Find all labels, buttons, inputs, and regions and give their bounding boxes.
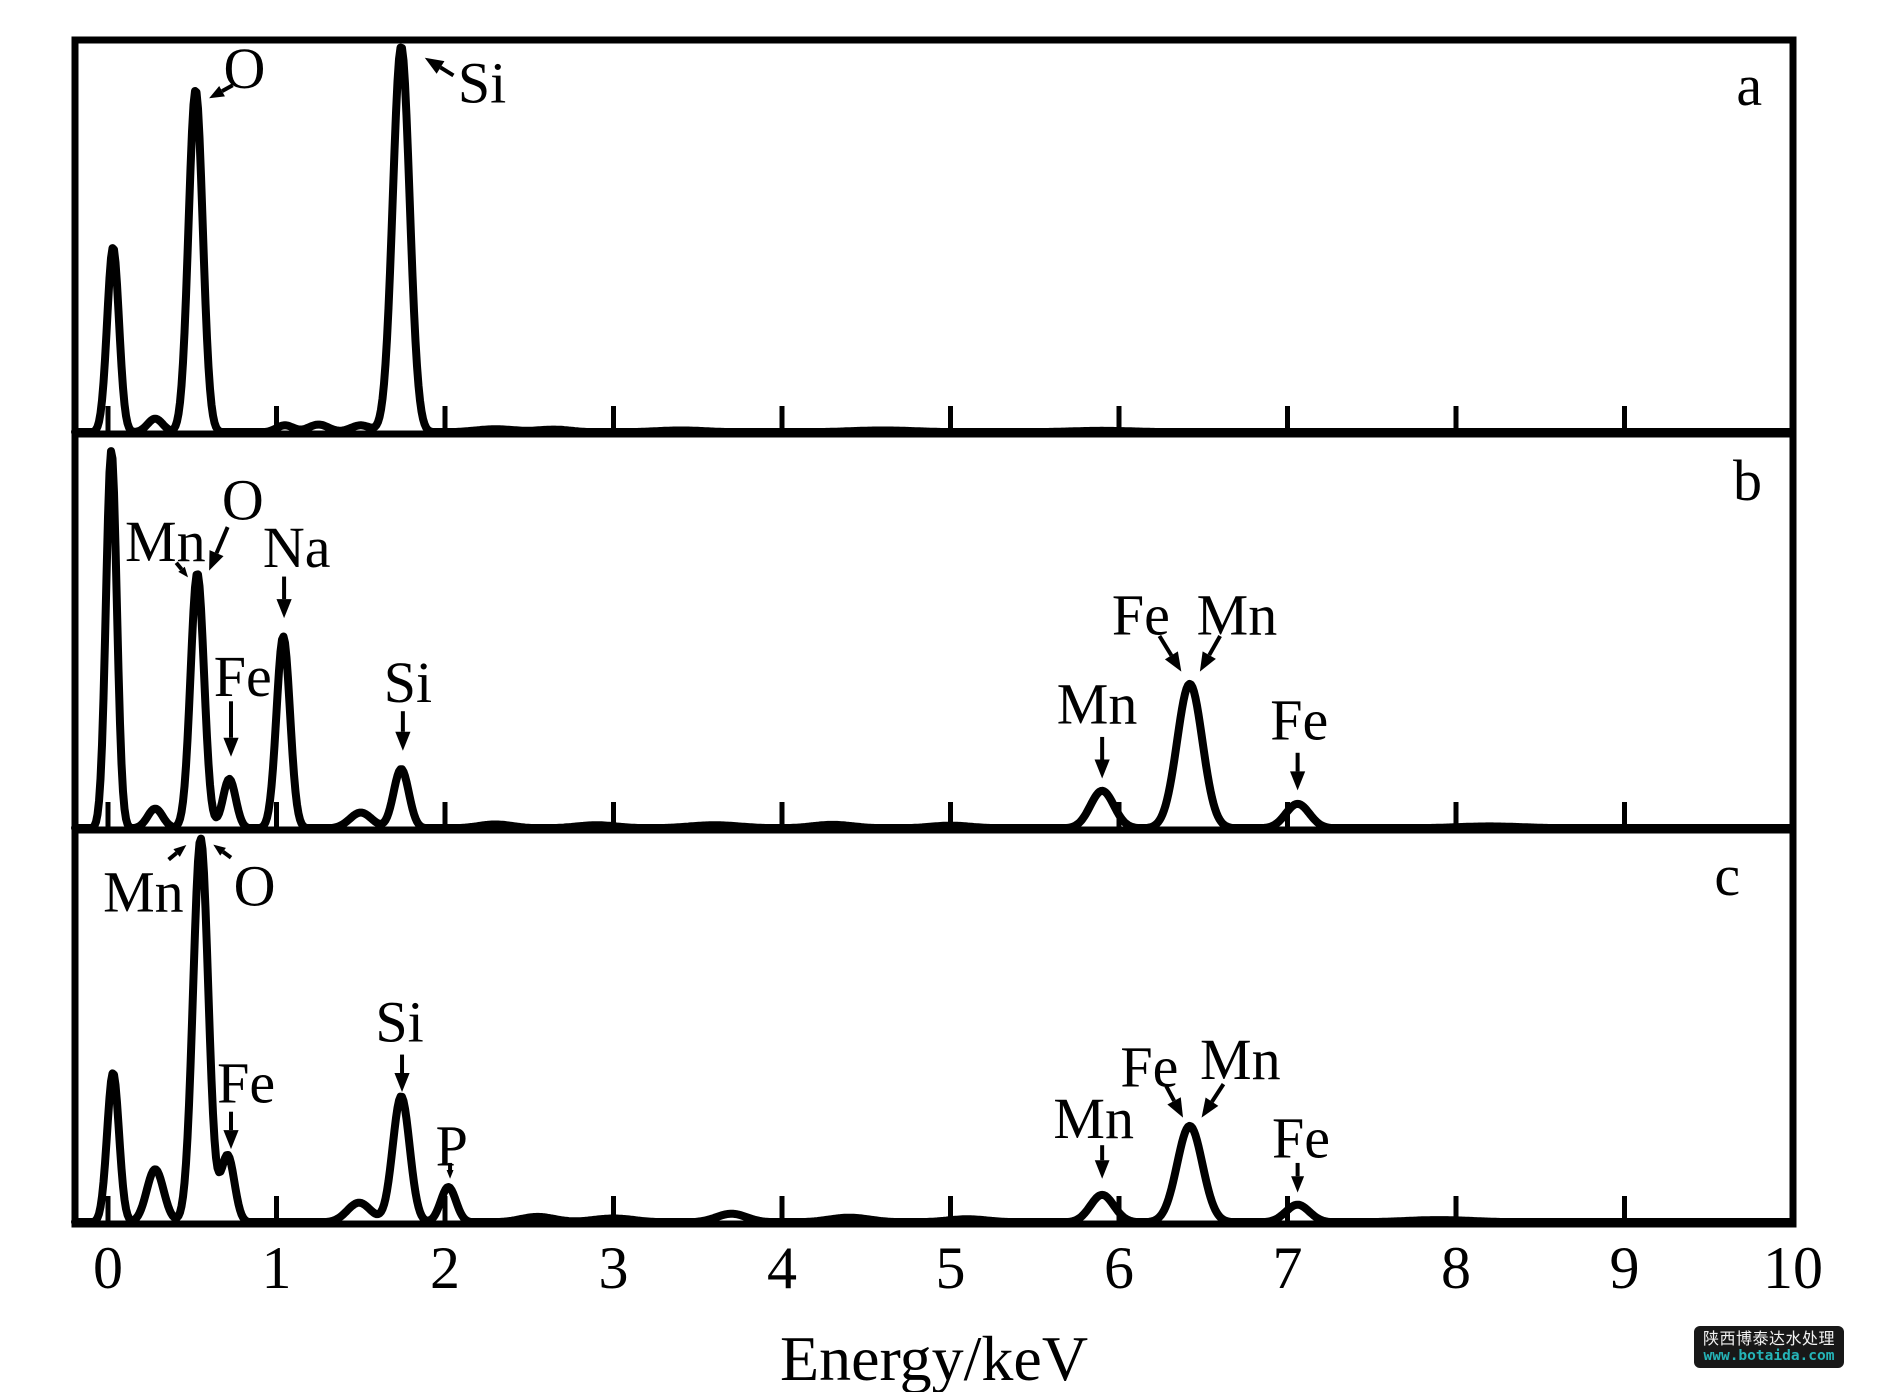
x-axis-title: Energy/keV [780, 1323, 1088, 1392]
panel-a-annotation-arrow-1-shaft [439, 65, 455, 78]
panel-c-annotation-arrow-1-head [213, 844, 226, 856]
panel-b-element-label-si-4: Si [384, 650, 432, 715]
panel-letter-c: c [1714, 843, 1740, 908]
panel-c-element-label-mn-7: Mn [1200, 1027, 1281, 1092]
panel-b-annotation-arrow-0-shaft [174, 561, 184, 571]
watermark-text-cn: 陕西博泰达水处理 [1702, 1328, 1835, 1348]
panel-letter-a: a [1736, 53, 1762, 118]
panel-b-element-label-mn-0: Mn [125, 509, 206, 574]
x-tick-label-0: 0 [93, 1235, 123, 1301]
watermark-url: www.botaida.com [1703, 1347, 1835, 1364]
panel-c-annotation-arrow-6-head [1167, 1097, 1184, 1118]
x-tick-label-6: 6 [1104, 1235, 1134, 1301]
panel-c-element-label-mn-0: Mn [103, 859, 184, 924]
panel-a-annotation-arrow-1-head [424, 57, 445, 74]
panel-b-annotation-arrow-1-head [209, 550, 224, 571]
panel-b-element-label-fe-3: Fe [214, 644, 272, 709]
panel-c-element-label-fe-2: Fe [217, 1050, 275, 1115]
panel-c-annotation-arrow-1-shaft [221, 850, 233, 860]
panel-b-annotation-arrow-5-head [1164, 651, 1182, 672]
panel-b-annotation-arrow-0-head [178, 566, 189, 578]
x-tick-label-2: 2 [430, 1235, 460, 1301]
panel-c-spectrum-curve [71, 834, 1797, 1226]
panel-b-element-label-mn-7: Mn [1057, 672, 1138, 737]
panel-c-annotation-arrow-7-head [1201, 1097, 1219, 1118]
panel-a-element-label-o-0: O [224, 36, 266, 101]
panel-b-element-label-fe-8: Fe [1270, 687, 1328, 752]
x-tick-label-10: 10 [1763, 1235, 1823, 1301]
panel-c-annotation-arrow-4-head [446, 1170, 454, 1179]
panel-b-annotation-arrow-1-shaft [214, 526, 230, 554]
x-tick-label-9: 9 [1610, 1235, 1640, 1301]
panel-a-spectrum-curve [71, 43, 1797, 436]
panel-b-element-label-na-2: Na [263, 515, 331, 580]
panel-b-annotation-arrow-5-shaft [1157, 634, 1174, 657]
panel-c-element-label-fe-8: Fe [1272, 1106, 1330, 1171]
panel-c-frame [71, 826, 1797, 1228]
panel-a-element-label-si-1: Si [458, 50, 506, 115]
panel-c-element-label-o-1: O [234, 853, 276, 918]
panel-c-annotation-arrow-3-head [394, 1073, 410, 1093]
panel-c-annotation-arrow-5-head [1094, 1160, 1110, 1179]
x-tick-label-7: 7 [1273, 1235, 1303, 1301]
panel-b-annotation-arrow-6-shaft [1207, 634, 1222, 657]
panel-b-annotation-arrow-6-head [1199, 651, 1216, 672]
panel-b-annotation-arrow-2-head [276, 599, 292, 619]
x-tick-label-8: 8 [1441, 1235, 1471, 1301]
panel-b-annotation-arrow-7-head [1094, 759, 1110, 779]
panel-b-annotation-arrow-4-head [395, 731, 411, 751]
x-tick-label-4: 4 [767, 1235, 797, 1301]
x-tick-label-5: 5 [936, 1235, 966, 1301]
x-tick-label-1: 1 [262, 1235, 292, 1301]
panel-b-spectrum-curve [71, 447, 1797, 832]
panel-b-element-label-o-1: O [222, 468, 264, 533]
panel-c-element-label-mn-5: Mn [1053, 1086, 1134, 1151]
panel-letter-b: b [1733, 448, 1762, 513]
panel-b-frame [71, 430, 1797, 834]
panel-b-element-label-mn-6: Mn [1197, 582, 1278, 647]
panel-b-annotation-arrow-8-head [1290, 771, 1306, 791]
watermark-badge: 陕西博泰达水处理 www.botaida.com [1694, 1326, 1844, 1368]
panel-c-annotation-arrow-2-head [223, 1130, 239, 1150]
panel-b-annotation-arrow-3-head [223, 737, 239, 757]
panel-c-annotation-arrow-0-shaft [167, 851, 178, 862]
panel-a-annotation-arrow-0-head [209, 85, 225, 99]
panel-c-annotation-arrow-7-shaft [1210, 1083, 1226, 1103]
panel-c-annotation-arrow-0-head [173, 844, 187, 857]
panel-a-frame [71, 36, 1797, 438]
panel-c-annotation-arrow-8-head [1291, 1176, 1305, 1193]
panel-c-annotation-arrow-6-shaft [1164, 1085, 1176, 1102]
x-tick-label-3: 3 [599, 1235, 629, 1301]
panel-a-annotation-arrow-0-shaft [221, 83, 234, 93]
panel-c-element-label-si-3: Si [375, 989, 423, 1054]
